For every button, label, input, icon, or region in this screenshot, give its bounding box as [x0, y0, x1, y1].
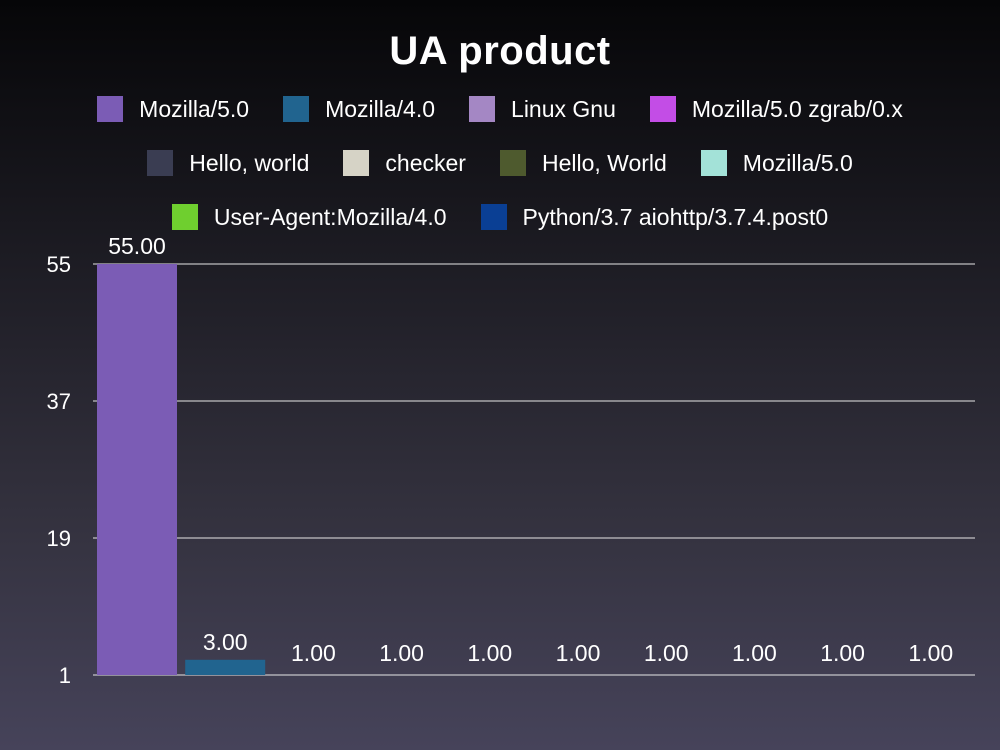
- legend-label: Mozilla/5.0: [139, 95, 250, 122]
- legend-label: Hello, world: [189, 149, 310, 176]
- legend-item[interactable]: Mozilla/5.0 zgrab/0.x: [649, 95, 903, 123]
- y-tick-label: 37: [47, 389, 71, 414]
- legend-row: User-Agent:Mozilla/4.0 Python/3.7 aiohtt…: [0, 190, 1000, 244]
- legend-swatch: [700, 150, 727, 176]
- legend-swatch: [649, 96, 676, 122]
- y-tick-label: 1: [59, 663, 71, 688]
- legend-item[interactable]: Python/3.7 aiohttp/3.7.4.post0: [480, 203, 829, 231]
- y-tick-label: 19: [47, 526, 71, 551]
- legend-swatch: [147, 150, 174, 176]
- legend-swatch: [283, 96, 310, 122]
- legend-label: checker: [385, 149, 466, 176]
- legend-item[interactable]: Hello, world: [147, 150, 309, 177]
- bar-value-label: 55.00: [108, 233, 166, 259]
- bar-value-label: 1.00: [291, 640, 336, 666]
- legend-item[interactable]: Linux Gnu: [469, 96, 616, 123]
- legend-swatch: [469, 96, 496, 122]
- bar-value-label: 1.00: [556, 640, 601, 666]
- legend-label: Mozilla/5.0: [742, 149, 853, 176]
- bar-value-label: 1.00: [379, 640, 424, 666]
- legend-item[interactable]: checker: [343, 150, 466, 177]
- legend-item[interactable]: Hello, World: [499, 149, 667, 177]
- chart-title: UA product: [389, 29, 611, 73]
- legend-item[interactable]: Mozilla/4.0: [283, 96, 435, 123]
- legend-swatch: [480, 204, 507, 230]
- legend-swatch: [499, 150, 526, 176]
- legend-swatch: [171, 204, 198, 230]
- legend-swatch: [97, 96, 124, 122]
- bar-value-label: 1.00: [467, 640, 512, 666]
- bar-value-label: 3.00: [203, 629, 248, 655]
- legend-label: Mozilla/5.0 zgrab/0.x: [691, 95, 903, 122]
- y-tick-label: 55: [47, 252, 71, 277]
- bar-value-label: 1.00: [820, 640, 865, 666]
- bar[interactable]: [185, 659, 266, 675]
- bar-value-label: 1.00: [908, 640, 953, 666]
- legend-row: Mozilla/5.0 Mozilla/4.0 Linux Gnu Mozill…: [0, 82, 1000, 136]
- legend-label: Hello, World: [541, 149, 667, 176]
- legend-item[interactable]: Mozilla/5.0: [700, 149, 853, 177]
- legend-item[interactable]: Mozilla/5.0: [97, 96, 249, 123]
- legend-label: Mozilla/4.0: [325, 95, 436, 122]
- legend-row: Hello, world checker Hello, World Mozill…: [0, 136, 1000, 190]
- bar-value-label: 1.00: [644, 640, 689, 666]
- legend: Mozilla/5.0 Mozilla/4.0 Linux Gnu Mozill…: [0, 82, 1000, 244]
- legend-swatch: [343, 150, 370, 176]
- legend-item[interactable]: User-Agent:Mozilla/4.0: [171, 203, 447, 231]
- bar-value-label: 1.00: [732, 640, 777, 666]
- legend-label: Linux Gnu: [511, 95, 616, 122]
- legend-label: Python/3.7 aiohttp/3.7.4.post0: [522, 203, 829, 230]
- legend-label: User-Agent:Mozilla/4.0: [213, 203, 447, 230]
- bar[interactable]: [97, 264, 177, 675]
